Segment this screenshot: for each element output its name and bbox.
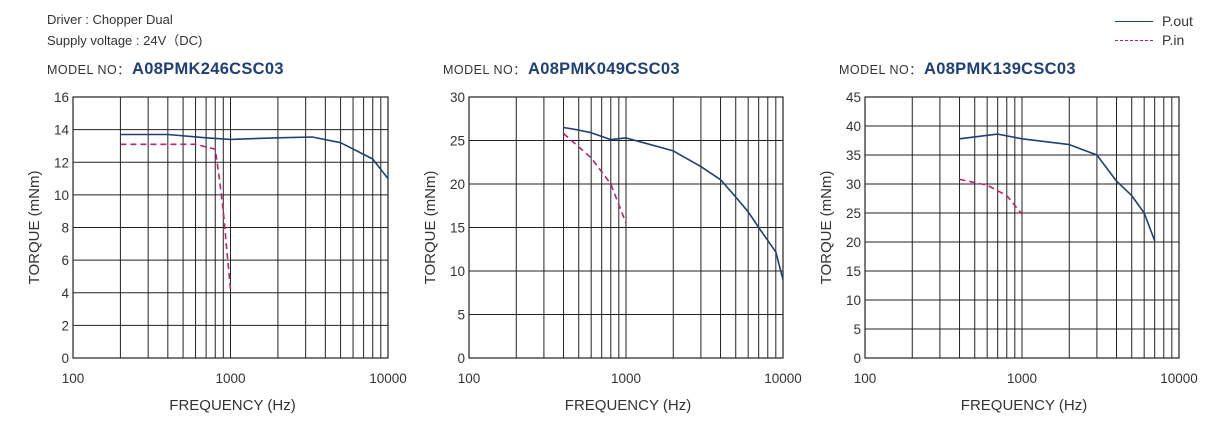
legend-swatch-pin bbox=[1115, 40, 1153, 41]
supply-voltage-label: Supply voltage : 24V（DC) bbox=[47, 33, 203, 48]
series-line-pin bbox=[562, 132, 627, 224]
model-no-label-3: MODEL NO： bbox=[839, 63, 922, 77]
legend-item-pout: P.out bbox=[1115, 12, 1211, 31]
series-line-pin bbox=[959, 178, 1023, 215]
y-axis-label: TORQUE (mNm) bbox=[818, 171, 835, 285]
y-tick-label: 0 bbox=[457, 351, 465, 366]
y-tick-label: 25 bbox=[450, 134, 465, 149]
y-axis-label: TORQUE (mNm) bbox=[422, 171, 439, 285]
y-tick-label: 12 bbox=[54, 155, 69, 170]
y-tick-label: 25 bbox=[846, 206, 861, 221]
legend-item-pin: P.in bbox=[1115, 31, 1211, 50]
x-axis-label: FREQUENCY (Hz) bbox=[169, 397, 295, 414]
model-no-value-3: A08PMK139CSC03 bbox=[924, 60, 1076, 78]
x-tick-label: 1000 bbox=[611, 371, 641, 386]
plot-frame-2 bbox=[468, 96, 784, 359]
y-tick-label: 45 bbox=[846, 90, 861, 105]
series-line-pout bbox=[120, 133, 389, 180]
x-tick-label: 10000 bbox=[764, 371, 802, 386]
model-no-label-1: MODEL NO： bbox=[47, 63, 130, 77]
series-line-pin bbox=[120, 143, 232, 290]
y-tick-label: 0 bbox=[853, 351, 861, 366]
y-tick-label: 16 bbox=[54, 90, 69, 105]
y-tick-label: 4 bbox=[61, 286, 69, 301]
x-tick-label: 10000 bbox=[369, 371, 407, 386]
y-tick-label: 30 bbox=[450, 90, 465, 105]
series-line-pout bbox=[563, 126, 784, 280]
y-tick-label: 10 bbox=[846, 293, 861, 308]
y-tick-label: 10 bbox=[450, 264, 465, 279]
y-tick-label: 40 bbox=[846, 119, 861, 134]
x-tick-label: 1000 bbox=[215, 371, 245, 386]
y-tick-label: 8 bbox=[61, 221, 69, 236]
legend-label-pin: P.in bbox=[1162, 32, 1185, 48]
x-tick-label: 100 bbox=[854, 371, 877, 386]
y-tick-label: 0 bbox=[61, 351, 69, 366]
y-tick-label: 35 bbox=[846, 148, 861, 163]
y-tick-label: 20 bbox=[846, 235, 861, 250]
y-tick-label: 5 bbox=[457, 308, 465, 323]
model-no-value-2: A08PMK049CSC03 bbox=[528, 60, 680, 78]
y-tick-label: 5 bbox=[853, 322, 861, 337]
plot-frame-1 bbox=[72, 96, 389, 359]
y-tick-label: 10 bbox=[54, 188, 69, 203]
model-no-label-2: MODEL NO： bbox=[443, 63, 526, 77]
y-tick-label: 15 bbox=[846, 264, 861, 279]
model-no-value-1: A08PMK246CSC03 bbox=[132, 60, 284, 78]
x-axis-label: FREQUENCY (Hz) bbox=[565, 397, 691, 414]
legend-swatch-pout bbox=[1115, 21, 1153, 22]
y-tick-label: 2 bbox=[61, 318, 69, 333]
x-axis-label: FREQUENCY (Hz) bbox=[961, 397, 1087, 414]
plot-frame-3 bbox=[864, 96, 1180, 359]
driver-label: Driver : Chopper Dual bbox=[47, 12, 173, 27]
series-line-pout bbox=[959, 133, 1156, 242]
y-tick-label: 6 bbox=[61, 253, 69, 268]
y-tick-label: 14 bbox=[54, 123, 70, 138]
x-tick-label: 10000 bbox=[1160, 371, 1198, 386]
y-tick-label: 30 bbox=[846, 177, 861, 192]
x-tick-label: 100 bbox=[458, 371, 481, 386]
y-tick-label: 15 bbox=[450, 221, 465, 236]
x-tick-label: 1000 bbox=[1007, 371, 1037, 386]
y-axis-label: TORQUE (mNm) bbox=[26, 171, 43, 285]
legend-label-pout: P.out bbox=[1162, 13, 1193, 29]
legend: P.out P.in bbox=[1115, 12, 1211, 50]
y-tick-label: 20 bbox=[450, 177, 465, 192]
x-tick-label: 100 bbox=[62, 371, 85, 386]
